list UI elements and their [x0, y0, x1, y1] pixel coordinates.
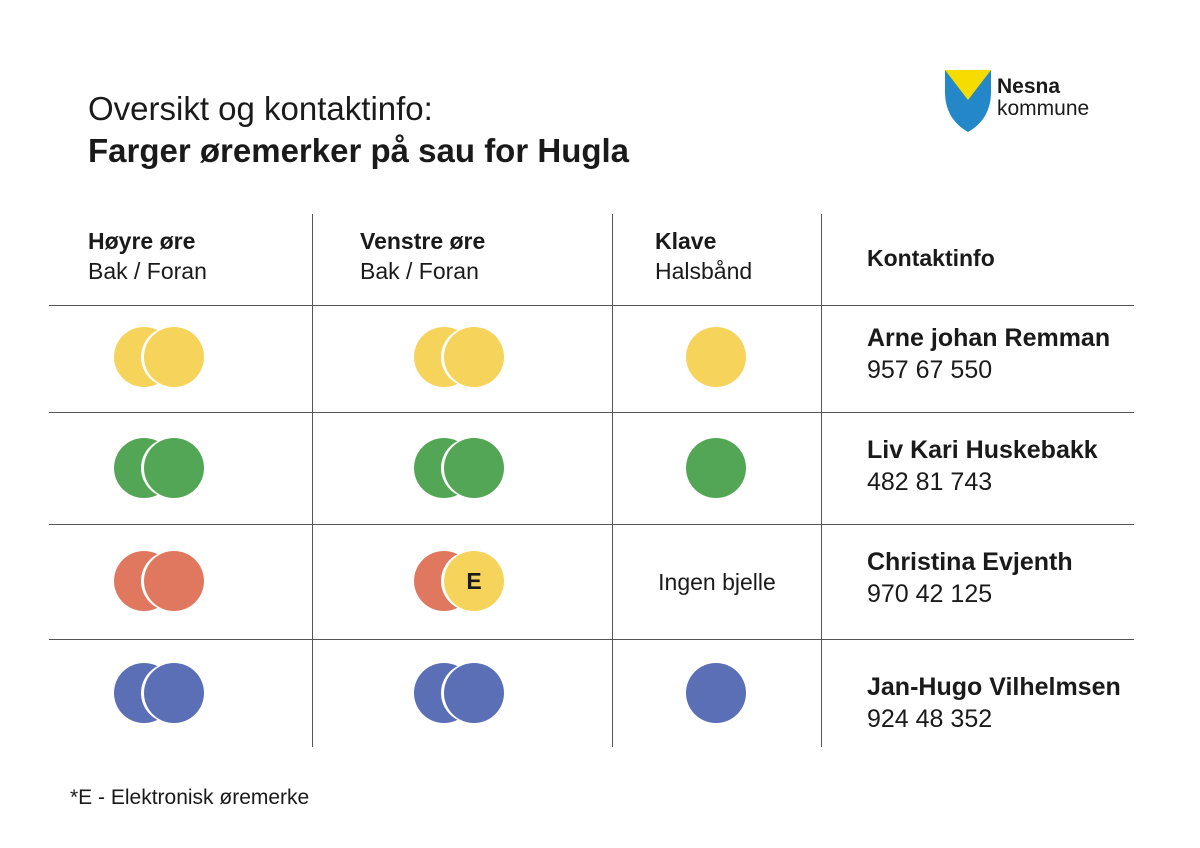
contact-info: Arne johan Remman 957 67 550	[867, 322, 1110, 386]
logo-name: Nesna	[997, 75, 1061, 98]
left-ear-marks	[414, 438, 506, 500]
contact-phone: 957 67 550	[867, 356, 993, 384]
title-line-2-prefix: Farger øremerker på sau for	[88, 132, 538, 169]
title-line-1: Oversikt og kontaktinfo:	[88, 90, 433, 127]
footnote: *E - Elektronisk øremerke	[70, 786, 310, 809]
contact-phone: 970 42 125	[867, 580, 993, 608]
nesna-kommune-logo: Nesna kommune	[945, 70, 1115, 134]
row-divider	[49, 305, 1134, 306]
left-ear-front-mark	[444, 438, 504, 498]
contact-name: Christina Evjenth	[867, 548, 1073, 576]
header-contact: Kontaktinfo	[867, 243, 995, 273]
title-place: Hugla	[537, 132, 630, 169]
left-ear-marks: E	[414, 551, 506, 613]
contact-name: Liv Kari Huskebakk	[867, 436, 1098, 464]
left-ear-front-mark	[444, 327, 504, 387]
electronic-mark-label: E	[466, 567, 482, 594]
header-collar-title: Klave	[655, 228, 717, 254]
right-ear-front-mark	[144, 551, 204, 611]
contact-phone: 924 48 352	[867, 705, 993, 733]
right-ear-front-mark	[144, 663, 204, 723]
header-right-ear: Høyre øre Bak / Foran	[88, 226, 207, 286]
header-left-ear-title: Venstre øre	[360, 228, 486, 254]
contact-name: Arne johan Remman	[867, 324, 1111, 352]
left-ear-marks	[414, 327, 506, 389]
header-contact-title: Kontaktinfo	[867, 245, 995, 271]
row-divider	[49, 639, 1134, 640]
left-ear-front-mark	[444, 663, 504, 723]
logo-sub: kommune	[997, 97, 1090, 120]
row-divider	[49, 524, 1134, 525]
contact-name: Jan-Hugo Vilhelmsen	[867, 673, 1121, 701]
left-ear-marks	[414, 663, 506, 725]
header-left-ear-sub: Bak / Foran	[360, 258, 479, 284]
contact-info: Jan-Hugo Vilhelmsen 924 48 352	[867, 671, 1121, 735]
contact-info: Christina Evjenth 970 42 125	[867, 546, 1073, 610]
contact-phone: 482 81 743	[867, 468, 993, 496]
header-left-ear: Venstre øre Bak / Foran	[360, 226, 485, 286]
collar-text: Ingen bjelle	[658, 569, 776, 595]
right-ear-marks	[114, 551, 206, 613]
page-title: Oversikt og kontaktinfo: Farger øremerke…	[88, 88, 629, 172]
column-divider	[821, 214, 822, 747]
right-ear-front-mark	[144, 438, 204, 498]
column-divider	[612, 214, 613, 747]
right-ear-front-mark	[144, 327, 204, 387]
right-ear-marks	[114, 327, 206, 389]
left-ear-front-mark: E	[444, 551, 504, 611]
header-collar: Klave Halsbånd	[655, 226, 752, 286]
contact-info: Liv Kari Huskebakk 482 81 743	[867, 434, 1098, 498]
collar-mark	[686, 327, 746, 387]
header-right-ear-sub: Bak / Foran	[88, 258, 207, 284]
header-right-ear-title: Høyre øre	[88, 228, 196, 254]
right-ear-marks	[114, 663, 206, 725]
column-divider	[312, 214, 313, 747]
right-ear-marks	[114, 438, 206, 500]
shield-icon	[945, 70, 991, 132]
collar-mark	[686, 663, 746, 723]
header-collar-sub: Halsbånd	[655, 258, 753, 284]
title-line-2: Farger øremerker på sau for Hugla	[88, 130, 629, 172]
row-divider	[49, 412, 1134, 413]
collar-mark	[686, 438, 746, 498]
